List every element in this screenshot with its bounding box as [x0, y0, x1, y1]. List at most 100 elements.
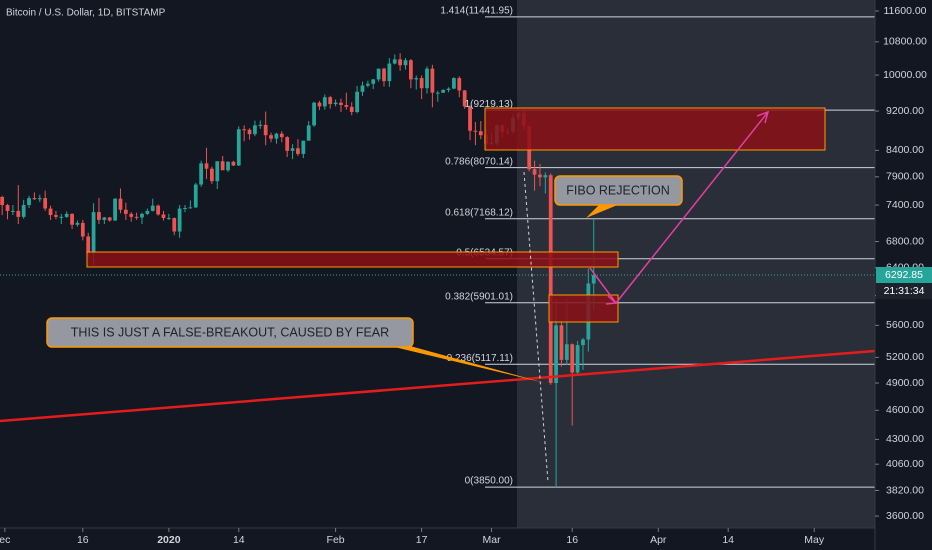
candle-body [193, 184, 198, 208]
candle-body [387, 63, 392, 82]
chart-title: Bitcoin / U.S. Dollar, 1D, BITSTAMP [6, 8, 166, 19]
y-tick-label: 3820.00 [886, 484, 924, 496]
candle-body [392, 59, 397, 64]
candle-body [559, 325, 564, 360]
candle-body [150, 205, 155, 211]
y-tick-label: 6800.00 [886, 235, 924, 247]
candle-body [64, 213, 69, 217]
price-tag-label: 6292.85 [885, 269, 923, 281]
candle-body [452, 78, 456, 89]
y-tick-label: 5600.00 [886, 319, 924, 331]
candle-body [414, 78, 419, 80]
candle-body [355, 91, 359, 112]
annotation: FIBO REJECTION [566, 183, 669, 197]
candle-body [258, 124, 263, 126]
y-tick-label: 10800.00 [883, 36, 927, 48]
candle-body [140, 213, 144, 218]
countdown-box [876, 282, 932, 299]
candle-body [113, 198, 117, 221]
candle-body [322, 97, 327, 107]
candle-body [172, 218, 177, 232]
y-tick-label: 4060.00 [886, 458, 924, 470]
candle-body [344, 104, 349, 107]
candle-body [27, 198, 31, 206]
candle-body [247, 129, 252, 135]
fib-label: 1.414(11441.95) [440, 6, 513, 17]
candle-body [183, 207, 187, 209]
candle-body [263, 124, 268, 136]
candle-body [80, 222, 85, 237]
candle-body [473, 130, 478, 132]
candle-body [231, 161, 236, 166]
candle-body [554, 325, 558, 383]
candle-body [215, 161, 220, 182]
candle-body [382, 68, 386, 82]
candle-body [446, 88, 451, 90]
countdown: 21:31:34 [884, 285, 925, 297]
candle-body [97, 212, 101, 220]
callout-pointer [586, 204, 620, 218]
candle-body [102, 217, 107, 220]
candle-body [48, 208, 53, 216]
candle-body [468, 106, 472, 131]
x-tick-label: 16 [77, 534, 89, 546]
candle-body [285, 137, 290, 151]
candle-body [376, 68, 381, 80]
candle-body [54, 215, 58, 217]
candle-body [591, 274, 596, 284]
candle-body [166, 218, 171, 220]
candle-body [408, 60, 413, 80]
x-tick-label: 17 [416, 534, 428, 546]
candle-body [59, 216, 64, 218]
arrow-head [605, 295, 618, 305]
candle-body [21, 205, 26, 217]
candle-body [398, 59, 403, 66]
candle-body [134, 216, 139, 218]
y-tick-label: 11600.00 [883, 5, 926, 17]
candle-body [161, 214, 166, 219]
dashed-line [523, 171, 549, 483]
candle-body [317, 102, 322, 107]
candle-body [333, 102, 338, 105]
candle-body [575, 345, 580, 373]
candle-body [177, 208, 182, 232]
fib-label: 0.786(8070.14) [445, 156, 513, 167]
candle-body [199, 163, 204, 185]
candle-body [339, 102, 343, 105]
fib-label: 0.382(5901.01) [445, 291, 513, 302]
candle-body [543, 175, 548, 178]
support-zone [86, 251, 619, 268]
x-tick-label: 16 [566, 534, 578, 546]
x-tick-label: 2020 [157, 534, 181, 546]
candle-body [349, 106, 354, 112]
fib-label: 0.618(7168.12) [445, 207, 513, 218]
candle-body [564, 344, 569, 360]
y-tick-label: 4900.00 [886, 377, 924, 389]
candle-body [457, 78, 462, 91]
y-tick-label: 4600.00 [886, 404, 924, 416]
candle-body [0, 196, 5, 206]
candle-body [365, 83, 370, 86]
fib-label: 0(3850.00) [465, 476, 513, 487]
candle-body [107, 217, 112, 221]
supply-zone [484, 107, 826, 151]
x-tick-label: 14 [233, 534, 245, 546]
y-tick-label: 7900.00 [886, 171, 924, 183]
candle-body [360, 85, 365, 92]
callout-pointer [390, 346, 545, 383]
candle-body [226, 161, 230, 171]
candle-body [441, 89, 446, 93]
candle-body [312, 102, 316, 126]
candle-body [306, 125, 311, 141]
x-tick-label: Apr [650, 534, 667, 546]
candle-body [425, 68, 429, 89]
price-tag [876, 266, 932, 283]
candle-body [11, 210, 15, 212]
candle-body [129, 213, 134, 217]
candle-body [242, 129, 247, 131]
candle-body [570, 344, 575, 373]
y-tick-label: 8400.00 [886, 144, 924, 156]
x-tick-label: Mar [483, 534, 502, 546]
candle-body [371, 79, 376, 84]
